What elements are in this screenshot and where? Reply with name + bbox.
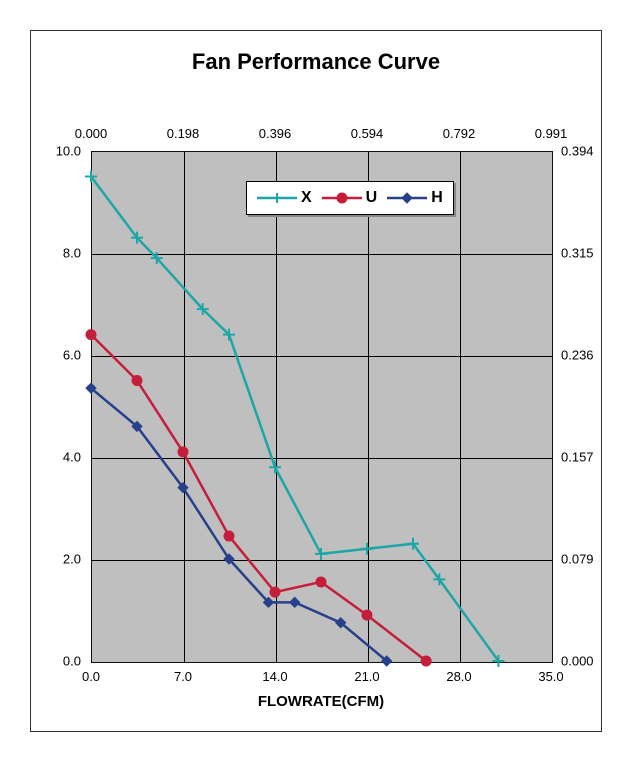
x-bottom-tick-label: 14.0 — [262, 669, 287, 684]
x-bottom-tick-label: 35.0 — [538, 669, 563, 684]
legend-label: U — [366, 189, 378, 207]
series-marker-H — [290, 597, 300, 607]
chart-title: Fan Performance Curve — [31, 49, 601, 75]
x-bottom-tick-label: 0.0 — [82, 669, 100, 684]
series-marker-U — [132, 376, 142, 386]
y-right-tick-label: 0.000 — [561, 654, 611, 669]
y-left-tick-label: 4.0 — [41, 450, 81, 465]
y-right-tick-label: 0.079 — [561, 552, 611, 567]
y-right-tick-label: 0.315 — [561, 246, 611, 261]
series-svg — [91, 151, 551, 661]
y-right-tick-label: 0.157 — [561, 450, 611, 465]
y-left-tick-label: 2.0 — [41, 552, 81, 567]
series-marker-X — [269, 461, 281, 473]
x-bottom-tick-label: 28.0 — [446, 669, 471, 684]
y-left-tick-label: 8.0 — [41, 246, 81, 261]
series-marker-U — [224, 531, 234, 541]
series-marker-U — [316, 577, 326, 587]
chart-frame: Fan Performance Curve XUH FLOWRATE(CFM) … — [30, 30, 602, 732]
legend-label: H — [431, 189, 443, 207]
x-top-tick-label: 0.000 — [75, 126, 108, 141]
x-top-tick-label: 0.594 — [351, 126, 384, 141]
legend: XUH — [246, 181, 454, 215]
y-left-tick-label: 10.0 — [41, 144, 81, 159]
series-marker-U — [270, 587, 280, 597]
series-marker-U — [421, 656, 431, 666]
series-marker-U — [178, 447, 188, 457]
legend-label: X — [301, 189, 312, 207]
series-marker-X — [315, 548, 327, 560]
plot-wrap: XUH FLOWRATE(CFM) 0.07.014.021.028.035.0… — [91, 151, 551, 661]
legend-item-U: U — [322, 188, 378, 208]
x-top-tick-label: 0.198 — [167, 126, 200, 141]
x-bottom-tick-label: 21.0 — [354, 669, 379, 684]
legend-item-X: X — [257, 188, 312, 208]
y-left-tick-label: 6.0 — [41, 348, 81, 363]
x-top-tick-label: 0.396 — [259, 126, 292, 141]
x-axis-title: FLOWRATE(CFM) — [91, 693, 551, 710]
series-marker-X — [361, 543, 373, 555]
series-marker-U — [362, 610, 372, 620]
y-right-tick-label: 0.394 — [561, 144, 611, 159]
page-container: Fan Performance Curve XUH FLOWRATE(CFM) … — [0, 0, 630, 762]
y-left-tick-label: 0.0 — [41, 654, 81, 669]
x-bottom-tick-label: 7.0 — [174, 669, 192, 684]
y-right-tick-label: 0.236 — [561, 348, 611, 363]
x-top-tick-label: 0.792 — [443, 126, 476, 141]
legend-item-H: H — [387, 188, 443, 208]
series-marker-U — [86, 330, 96, 340]
x-top-tick-label: 0.991 — [535, 126, 568, 141]
